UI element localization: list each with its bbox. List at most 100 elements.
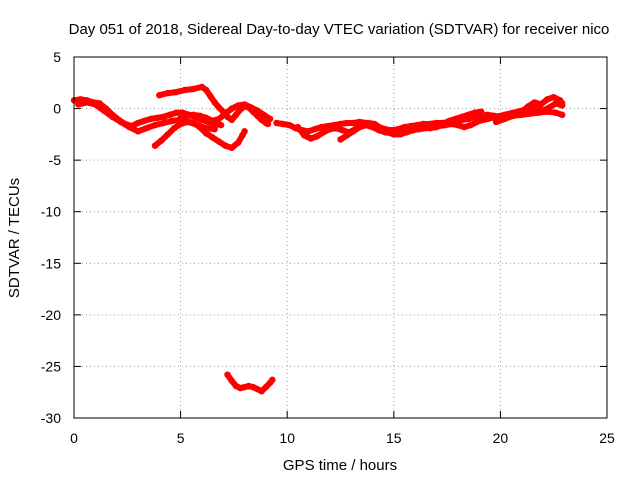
data-point xyxy=(181,86,189,94)
data-point xyxy=(414,122,421,130)
x-axis-label: GPS time / hours xyxy=(283,457,397,474)
data-point xyxy=(350,128,357,135)
data-point xyxy=(362,121,370,129)
data-point xyxy=(394,129,402,136)
data-point xyxy=(183,112,191,120)
data-point xyxy=(484,115,491,123)
data-point xyxy=(452,115,459,123)
data-point xyxy=(241,128,248,135)
data-point xyxy=(337,136,344,143)
y-axis-label: SDTVAR / TECUs xyxy=(6,178,23,298)
data-point xyxy=(215,115,223,123)
data-point xyxy=(426,125,434,132)
data-point xyxy=(235,102,242,109)
data-point xyxy=(313,133,321,140)
data-point xyxy=(209,134,216,141)
data-point xyxy=(320,129,327,136)
data-point xyxy=(100,107,108,114)
data-point xyxy=(164,89,171,97)
x-tick-label: 25 xyxy=(599,430,615,446)
data-point xyxy=(433,123,440,131)
data-point xyxy=(307,135,314,142)
data-point xyxy=(247,104,255,111)
y-tick-label: -25 xyxy=(41,358,61,374)
data-point xyxy=(356,123,363,131)
data-point xyxy=(266,115,274,123)
data-point xyxy=(439,120,446,128)
data-point xyxy=(539,107,547,114)
data-point xyxy=(264,120,272,128)
data-point xyxy=(158,137,165,144)
data-point xyxy=(273,119,280,127)
data-point xyxy=(183,118,191,126)
y-tick-label: 0 xyxy=(53,101,61,117)
series-trace xyxy=(152,119,248,151)
data-point xyxy=(168,117,176,125)
data-point xyxy=(190,111,197,119)
data-point xyxy=(375,127,383,134)
data-point xyxy=(222,110,229,117)
plot-frame xyxy=(73,56,608,419)
data-point xyxy=(326,126,333,133)
data-point xyxy=(160,113,167,121)
data-point xyxy=(222,142,229,149)
data-point xyxy=(294,123,302,131)
x-tick-label: 15 xyxy=(386,430,402,446)
data-point xyxy=(171,125,178,132)
series-arc-cross xyxy=(177,101,274,125)
data-point xyxy=(471,109,478,116)
data-point xyxy=(211,99,218,106)
data-point xyxy=(388,130,395,137)
y-tick-label: -10 xyxy=(41,204,61,220)
data-point xyxy=(143,125,150,132)
data-point xyxy=(164,131,171,138)
data-point xyxy=(269,376,276,383)
y-tick-label: -15 xyxy=(41,255,61,271)
data-point xyxy=(151,121,159,129)
data-point xyxy=(279,120,287,128)
data-point xyxy=(311,126,319,133)
data-point xyxy=(333,125,340,132)
data-point xyxy=(343,132,351,139)
data-point xyxy=(92,101,99,108)
data-point xyxy=(465,111,472,119)
data-point xyxy=(141,117,148,125)
series-arc-anomaly xyxy=(224,371,276,395)
y-tick-label: -5 xyxy=(49,152,62,168)
series-arc-late-c xyxy=(505,100,566,119)
data-point xyxy=(160,119,167,127)
data-point xyxy=(467,121,474,129)
data-point xyxy=(401,126,408,133)
data-point xyxy=(83,99,91,106)
y-tick-label: -20 xyxy=(41,307,61,323)
data-point xyxy=(478,108,485,115)
data-point xyxy=(211,126,218,133)
data-point xyxy=(446,117,453,125)
data-point xyxy=(339,127,346,134)
data-point xyxy=(420,123,427,131)
x-tick-label: 5 xyxy=(177,430,185,446)
x-tick-label: 20 xyxy=(493,430,509,446)
data-point xyxy=(337,120,344,128)
data-point xyxy=(241,101,248,108)
data-points xyxy=(70,83,566,395)
data-point xyxy=(117,118,125,126)
data-point xyxy=(501,115,508,123)
data-point xyxy=(552,100,559,107)
data-point xyxy=(166,111,174,119)
data-point xyxy=(492,118,500,126)
data-point xyxy=(153,114,161,122)
data-point xyxy=(203,114,210,122)
data-point xyxy=(203,130,210,137)
data-point xyxy=(550,94,557,101)
data-point xyxy=(544,96,551,103)
data-point xyxy=(126,123,133,131)
data-point xyxy=(318,123,325,131)
data-point xyxy=(190,85,197,93)
data-point xyxy=(228,144,235,151)
data-point xyxy=(454,121,461,129)
data-point xyxy=(228,116,235,124)
tick-labels: 0 5 10 15 20 25 -30 -25 -20 -15 -10 -5 0 5 xyxy=(41,49,615,446)
